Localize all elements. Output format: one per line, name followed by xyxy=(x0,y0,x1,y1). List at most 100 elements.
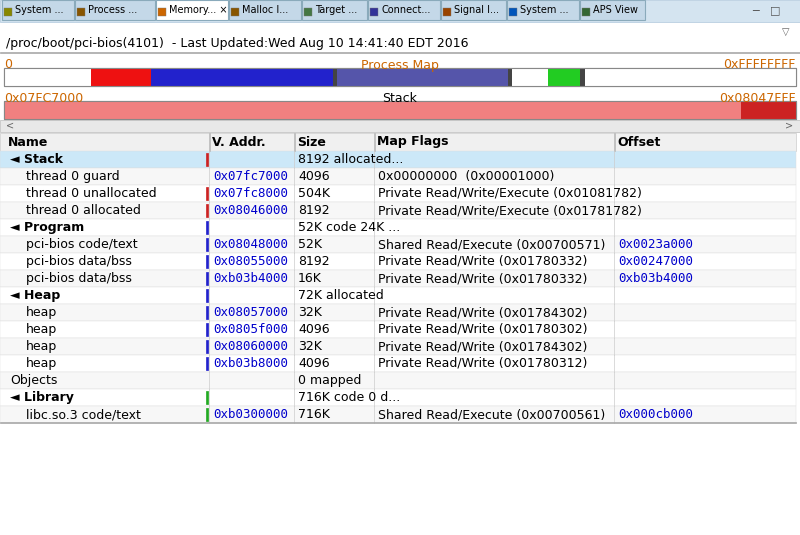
Text: Signal I...: Signal I... xyxy=(454,5,499,15)
Text: thread 0 unallocated: thread 0 unallocated xyxy=(26,187,157,200)
Bar xyxy=(0,133,796,151)
Bar xyxy=(206,289,208,302)
Bar xyxy=(0,219,796,236)
Text: heap: heap xyxy=(26,340,58,353)
Text: Name: Name xyxy=(8,135,48,149)
Bar xyxy=(294,133,295,151)
Bar xyxy=(0,253,796,270)
Bar xyxy=(585,68,796,86)
Text: pci-bios data/bss: pci-bios data/bss xyxy=(26,255,132,268)
Bar xyxy=(0,120,800,132)
Text: 8192: 8192 xyxy=(298,204,330,217)
Text: 0x08046000: 0x08046000 xyxy=(213,204,288,217)
Text: Private Read/Write (0x01780332): Private Read/Write (0x01780332) xyxy=(378,255,587,268)
Bar xyxy=(304,8,312,16)
Text: 0x07fc8000: 0x07fc8000 xyxy=(213,187,288,200)
Bar xyxy=(548,68,580,86)
Text: Malloc I...: Malloc I... xyxy=(242,5,288,15)
Bar xyxy=(206,255,208,268)
Bar xyxy=(0,321,796,338)
Bar xyxy=(4,101,741,119)
Text: thread 0 allocated: thread 0 allocated xyxy=(26,204,141,217)
Text: ─: ─ xyxy=(752,5,758,15)
Text: 0xb03b4000: 0xb03b4000 xyxy=(618,272,693,285)
Bar xyxy=(0,389,796,406)
Bar xyxy=(443,8,451,16)
Bar xyxy=(77,8,85,16)
Bar xyxy=(509,8,517,16)
Text: ◄ Program: ◄ Program xyxy=(10,221,84,234)
Text: Stack: Stack xyxy=(382,91,418,104)
Text: 0x00247000: 0x00247000 xyxy=(618,255,693,268)
Bar xyxy=(580,68,585,86)
Bar xyxy=(4,101,796,119)
Text: 0xb0300000: 0xb0300000 xyxy=(213,408,288,421)
Text: Private Read/Write (0x01780312): Private Read/Write (0x01780312) xyxy=(378,357,587,370)
Bar xyxy=(0,338,796,355)
Bar xyxy=(0,0,800,22)
Bar xyxy=(302,0,367,20)
Bar xyxy=(0,185,796,202)
Bar xyxy=(0,151,796,168)
Text: Connect...: Connect... xyxy=(381,5,430,15)
Text: Shared Read/Execute (0x00700561): Shared Read/Execute (0x00700561) xyxy=(378,408,606,421)
Bar xyxy=(741,101,796,119)
Bar xyxy=(206,391,208,404)
Text: 0x07FC7000: 0x07FC7000 xyxy=(4,91,83,104)
Bar xyxy=(4,101,796,119)
Text: heap: heap xyxy=(26,306,58,319)
Bar xyxy=(333,68,338,86)
Bar xyxy=(206,153,208,166)
Bar xyxy=(370,8,378,16)
Text: libc.so.3 code/text: libc.so.3 code/text xyxy=(26,408,141,421)
Bar xyxy=(2,0,74,20)
Text: Private Read/Write/Execute (0x01781782): Private Read/Write/Execute (0x01781782) xyxy=(378,204,642,217)
Bar xyxy=(338,68,508,86)
Text: 4096: 4096 xyxy=(298,323,330,336)
Text: 0x000cb000: 0x000cb000 xyxy=(618,408,693,421)
Text: 716K code 0 d...: 716K code 0 d... xyxy=(298,391,400,404)
Bar xyxy=(91,68,150,86)
Text: 32K: 32K xyxy=(298,340,322,353)
Bar xyxy=(507,0,579,20)
Text: 0x07fc7000: 0x07fc7000 xyxy=(213,170,288,183)
Text: System ...: System ... xyxy=(15,5,63,15)
Text: 0x00000000  (0x00001000): 0x00000000 (0x00001000) xyxy=(378,170,554,183)
Text: /proc/boot/pci-bios(4101)  - Last Updated:Wed Aug 10 14:41:40 EDT 2016: /proc/boot/pci-bios(4101) - Last Updated… xyxy=(6,37,469,50)
Text: System ...: System ... xyxy=(520,5,569,15)
Text: V. Addr.: V. Addr. xyxy=(212,135,266,149)
Text: 52K code 24K ...: 52K code 24K ... xyxy=(298,221,400,234)
Text: <: < xyxy=(6,121,14,131)
Bar xyxy=(209,133,210,151)
Bar xyxy=(614,133,615,151)
Text: Size: Size xyxy=(297,135,326,149)
Text: 0: 0 xyxy=(4,58,12,72)
Bar xyxy=(368,0,440,20)
Bar xyxy=(4,8,12,16)
Bar xyxy=(0,168,796,185)
Bar xyxy=(158,8,166,16)
Bar xyxy=(508,68,513,86)
Bar xyxy=(580,0,645,20)
Text: 0x0805f000: 0x0805f000 xyxy=(213,323,288,336)
Bar xyxy=(156,0,228,20)
Bar xyxy=(4,68,91,86)
Bar xyxy=(75,0,155,20)
Text: 0x08055000: 0x08055000 xyxy=(213,255,288,268)
Bar xyxy=(150,68,333,86)
Bar xyxy=(0,270,796,287)
Text: 16K: 16K xyxy=(298,272,322,285)
Bar xyxy=(0,304,796,321)
Bar xyxy=(206,357,208,370)
Text: 8192 allocated...: 8192 allocated... xyxy=(298,153,403,166)
Text: Objects: Objects xyxy=(10,374,58,387)
Text: >: > xyxy=(785,121,793,131)
Text: ◄ Library: ◄ Library xyxy=(10,391,74,404)
Text: Private Read/Write (0x01784302): Private Read/Write (0x01784302) xyxy=(378,340,587,353)
Bar xyxy=(0,202,796,219)
Text: ◄ Heap: ◄ Heap xyxy=(10,289,60,302)
Bar xyxy=(0,422,796,423)
Bar xyxy=(206,187,208,200)
Text: Map Flags: Map Flags xyxy=(377,135,449,149)
Text: 0x08048000: 0x08048000 xyxy=(213,238,288,251)
